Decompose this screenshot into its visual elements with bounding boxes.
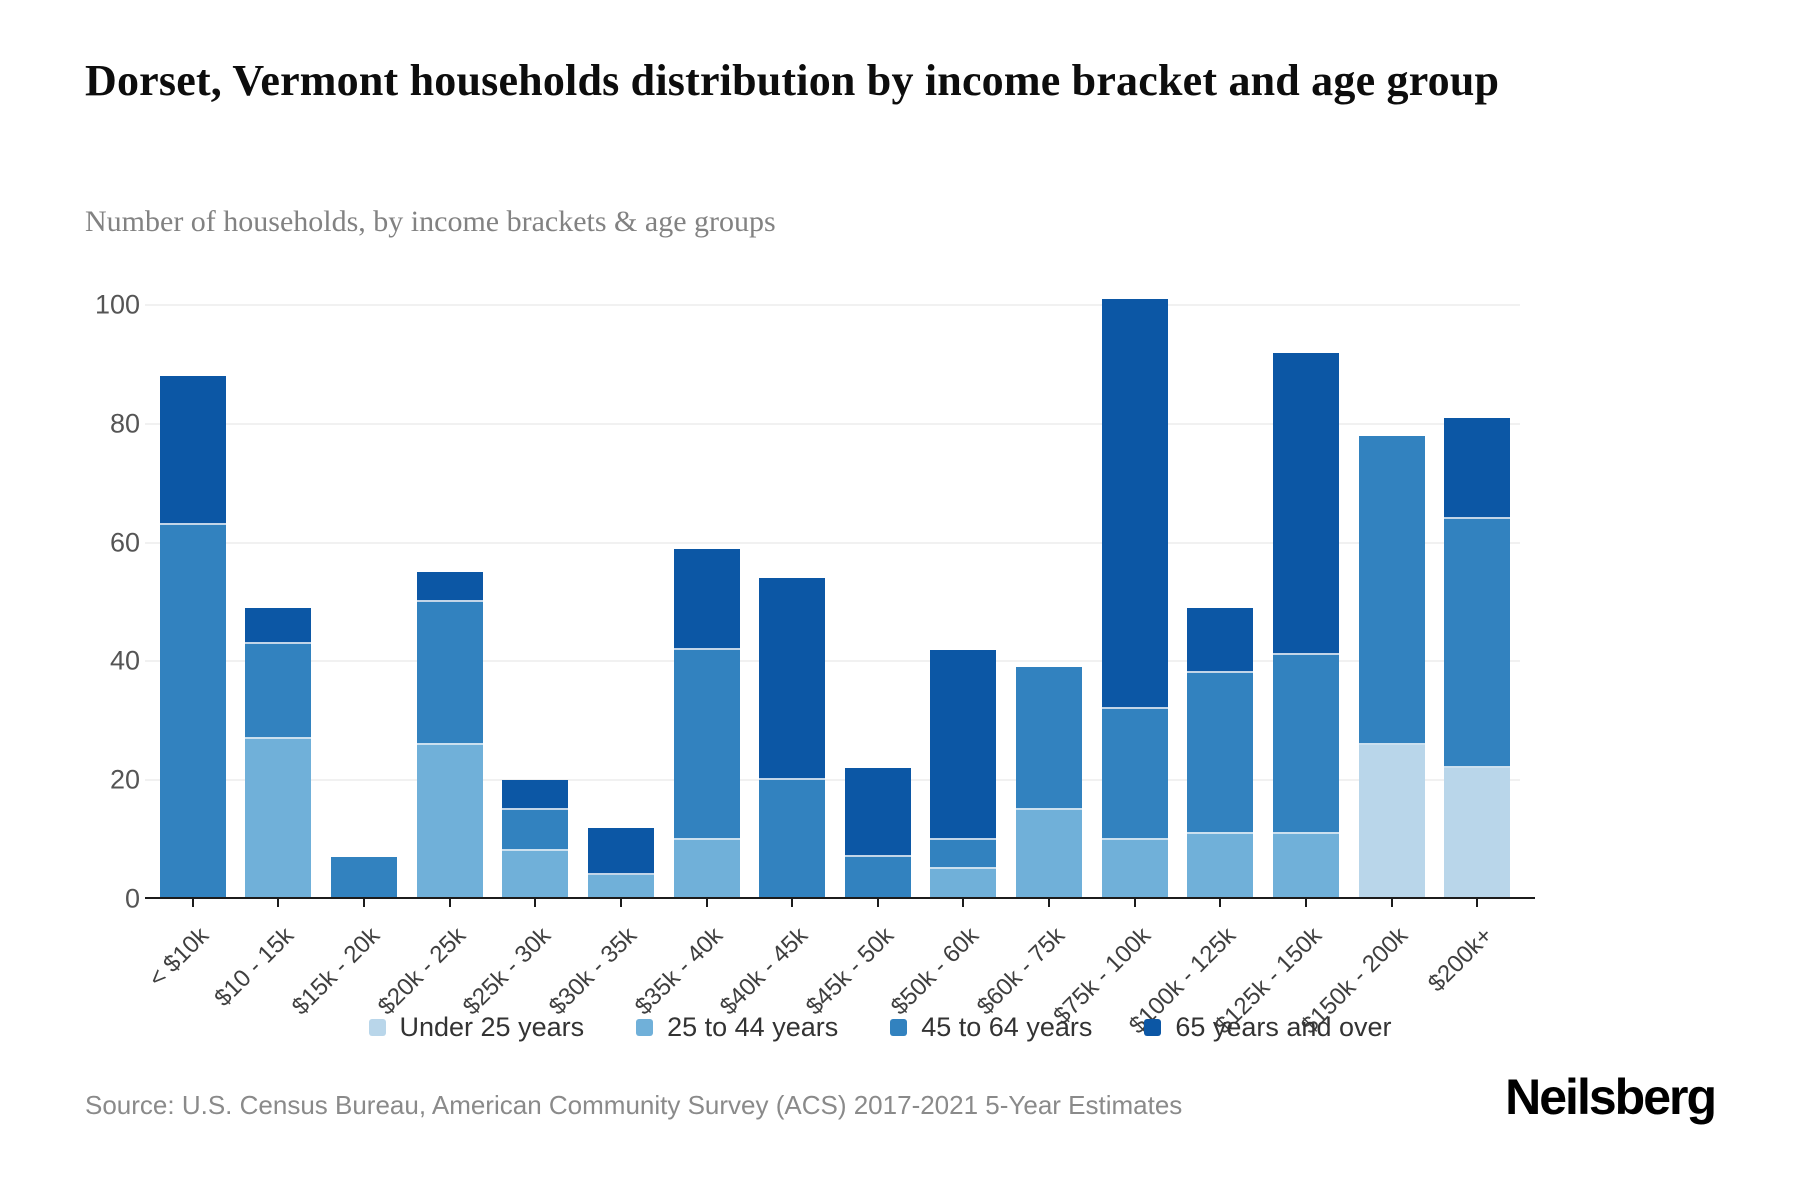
x-axis-tick [619,899,622,907]
legend-label: 45 to 64 years [921,1012,1093,1042]
x-axis-tick [448,899,451,907]
legend-label: 65 years and over [1175,1012,1392,1042]
bar-segment[interactable] [1187,833,1254,899]
chart-legend: Under 25 years 25 to 44 years 45 to 64 yea… [0,1012,1760,1043]
bar-segment[interactable] [1101,708,1168,840]
bar-segment[interactable] [1444,768,1511,899]
bar-segment[interactable] [930,869,997,899]
bar-segment[interactable] [1101,299,1168,709]
gridline [145,422,1520,425]
chart-subtitle: Number of households, by income brackets… [85,205,776,238]
legend-swatch-icon [368,1019,386,1036]
x-axis-tick [1304,899,1307,907]
x-axis-tick [191,899,194,907]
legend-swatch-icon [890,1019,908,1036]
bar-segment[interactable] [673,839,740,899]
x-axis-tick [534,899,537,907]
bar-segment[interactable] [1272,352,1339,656]
bar-segment[interactable] [844,857,911,899]
bar-segment[interactable] [759,780,826,899]
bar-segment[interactable] [1187,607,1254,674]
bar-segment[interactable] [502,851,569,899]
x-axis-tick [363,899,366,907]
page-title: Dorset, Vermont households distribution … [85,56,1500,105]
bar-segment[interactable] [844,768,911,858]
bar-segment[interactable] [587,875,654,899]
bar-segment[interactable] [1358,435,1425,745]
x-axis-tick [791,899,794,907]
x-axis-tick [1219,899,1222,907]
legend-label: 25 to 44 years [667,1012,839,1042]
bar-segment[interactable] [1358,744,1425,899]
legend-item[interactable]: 45 to 64 years [890,1012,1092,1043]
x-axis-tick [277,899,280,907]
neilsberg-logo: Neilsberg [1505,1069,1717,1125]
bar-segment[interactable] [1444,417,1511,519]
bar-segment[interactable] [673,649,740,840]
legend-swatch-icon [636,1019,654,1036]
y-axis-tick-label: 40 [109,645,140,676]
gridline [145,660,1520,663]
bar-segment[interactable] [587,827,654,876]
x-axis-line [145,897,1535,899]
bar-segment[interactable] [930,649,997,840]
bar-segment[interactable] [159,376,226,525]
bar-segment[interactable] [245,738,312,899]
bar-segment[interactable] [416,744,483,899]
x-axis-tick [705,899,708,907]
x-axis-tick [1133,899,1136,907]
source-note: Source: U.S. Census Bureau, American Com… [85,1090,1183,1120]
bar-segment[interactable] [759,578,826,781]
y-axis-tick-label: 80 [109,408,140,439]
bar-segment[interactable] [1187,673,1254,834]
x-axis-tick [1476,899,1479,907]
bar-segment[interactable] [159,524,226,899]
legend-swatch-icon [1144,1019,1162,1036]
gridline [145,304,1520,306]
bar-segment[interactable] [331,857,398,899]
x-axis-tick [1390,899,1393,907]
bar-segment[interactable] [502,809,569,852]
bar-segment[interactable] [416,602,483,745]
bar-segment[interactable] [673,548,740,650]
bar-segment[interactable] [1272,655,1339,834]
legend-label: Under 25 years [399,1012,585,1042]
bar-segment[interactable] [1101,839,1168,899]
x-axis-tick [876,899,879,907]
y-axis-tick-label: 0 [124,883,140,914]
legend-item[interactable]: 25 to 44 years [636,1012,838,1043]
x-axis-tick [962,899,965,907]
bar-segment[interactable] [1272,833,1339,899]
x-axis-tick [1048,899,1051,907]
gridline [145,779,1520,782]
bar-segment[interactable] [1016,667,1083,810]
bar-segment[interactable] [245,643,312,739]
legend-item[interactable]: 65 years and over [1144,1012,1392,1043]
y-axis-tick-label: 100 [94,289,140,320]
y-axis-tick-label: 60 [109,527,140,558]
bar-segment[interactable] [1444,518,1511,769]
legend-item[interactable]: Under 25 years [368,1012,585,1043]
gridline [145,541,1520,544]
bar-segment[interactable] [1016,809,1083,899]
y-axis-tick-label: 20 [109,764,140,795]
bar-segment[interactable] [930,839,997,870]
bar-segment[interactable] [502,780,569,810]
bar-segment[interactable] [416,572,483,602]
bar-segment[interactable] [245,607,312,644]
